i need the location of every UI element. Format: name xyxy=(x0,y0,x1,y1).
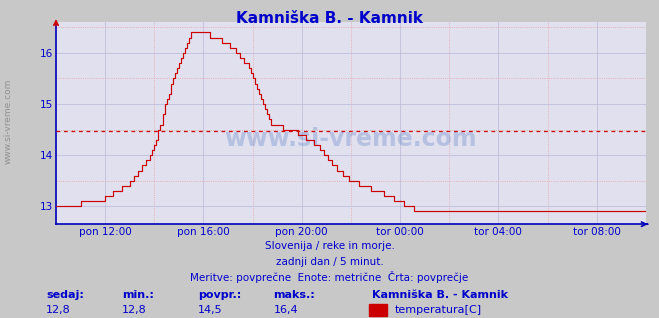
Text: Kamniška B. - Kamnik: Kamniška B. - Kamnik xyxy=(372,290,508,300)
Text: min.:: min.: xyxy=(122,290,154,300)
Text: 14,5: 14,5 xyxy=(198,305,222,315)
Text: povpr.:: povpr.: xyxy=(198,290,241,300)
Text: zadnji dan / 5 minut.: zadnji dan / 5 minut. xyxy=(275,257,384,267)
Text: 12,8: 12,8 xyxy=(46,305,71,315)
Text: 16,4: 16,4 xyxy=(273,305,298,315)
Text: maks.:: maks.: xyxy=(273,290,315,300)
Text: Kamniška B. - Kamnik: Kamniška B. - Kamnik xyxy=(236,11,423,26)
Text: www.si-vreme.com: www.si-vreme.com xyxy=(225,128,477,151)
Text: Slovenija / reke in morje.: Slovenija / reke in morje. xyxy=(264,241,395,252)
Text: sedaj:: sedaj: xyxy=(46,290,84,300)
Text: www.si-vreme.com: www.si-vreme.com xyxy=(3,78,13,163)
Text: temperatura[C]: temperatura[C] xyxy=(395,305,482,315)
Text: 12,8: 12,8 xyxy=(122,305,147,315)
Text: Meritve: povprečne  Enote: metrične  Črta: povprečje: Meritve: povprečne Enote: metrične Črta:… xyxy=(190,271,469,283)
